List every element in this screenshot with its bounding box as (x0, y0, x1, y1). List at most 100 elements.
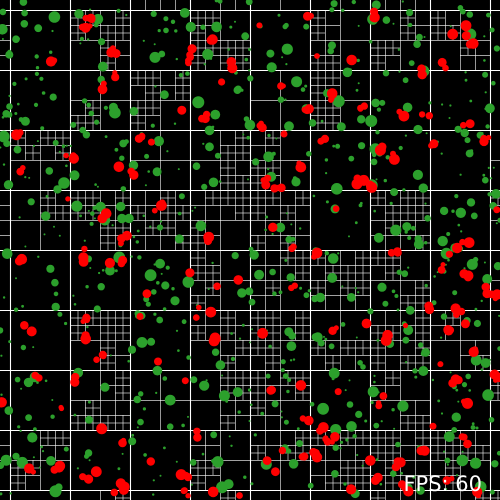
green-particle (232, 387, 243, 398)
green-particle (181, 423, 185, 428)
green-particle (69, 170, 80, 181)
green-particle (248, 420, 251, 422)
red-particle (395, 457, 406, 468)
green-particle (162, 376, 168, 381)
green-particle (63, 446, 69, 452)
green-particle (299, 286, 303, 290)
red-particle (261, 180, 271, 190)
red-particle (35, 374, 43, 382)
green-particle (144, 184, 147, 187)
green-particle (400, 471, 403, 475)
green-particle (375, 458, 379, 461)
red-particle (206, 35, 216, 45)
green-particle (488, 417, 495, 423)
green-particle (456, 454, 469, 467)
green-particle (341, 8, 345, 12)
green-particle (397, 400, 409, 412)
green-particle (480, 299, 483, 303)
red-particle (461, 31, 471, 41)
green-particle (440, 412, 444, 415)
green-particle (497, 346, 500, 351)
green-particle (108, 102, 118, 112)
green-particle (194, 206, 197, 209)
green-particle (306, 151, 312, 157)
green-particle (449, 104, 452, 107)
red-particle (256, 22, 263, 29)
green-particle (376, 339, 380, 342)
red-particle (366, 181, 378, 193)
green-particle (46, 456, 56, 466)
green-particle (437, 399, 441, 403)
green-particle (248, 341, 251, 344)
red-particle (295, 163, 304, 172)
green-particle (69, 144, 72, 147)
green-particle (12, 452, 20, 460)
green-particle (324, 158, 329, 162)
green-particle (9, 492, 12, 495)
green-particle (142, 407, 146, 411)
green-particle (202, 48, 214, 60)
green-particle (300, 87, 306, 92)
red-particle (262, 456, 272, 465)
green-particle (124, 213, 134, 224)
green-particle (354, 287, 357, 290)
green-particle (444, 457, 451, 464)
green-particle (178, 193, 185, 200)
red-particle (460, 433, 468, 441)
green-particle (20, 387, 23, 390)
green-particle (177, 211, 182, 216)
red-particle (84, 474, 94, 484)
green-particle (290, 236, 296, 242)
green-particle (390, 188, 399, 197)
green-particle (265, 215, 269, 219)
green-particle (307, 289, 311, 293)
green-particle (339, 447, 342, 450)
green-particle (356, 453, 359, 457)
green-particle (394, 294, 399, 298)
green-particle (170, 296, 180, 306)
red-particle (442, 64, 449, 72)
green-particle (402, 77, 409, 84)
red-particle (236, 492, 243, 499)
green-particle (153, 263, 156, 266)
green-particle (483, 35, 486, 38)
red-particle (442, 476, 452, 485)
green-particle (289, 359, 293, 362)
green-particle (267, 167, 270, 171)
green-particle (398, 70, 401, 73)
green-particle (98, 271, 101, 275)
red-particle (398, 110, 410, 122)
green-particle (37, 255, 40, 258)
green-particle (367, 308, 374, 315)
green-particle (83, 239, 86, 242)
red-particle (320, 134, 330, 143)
green-particle (345, 438, 349, 442)
red-particle (196, 304, 202, 311)
green-particle (402, 188, 406, 192)
red-particle (481, 282, 491, 292)
green-particle (490, 177, 493, 180)
green-particle (199, 380, 210, 391)
green-particle (40, 445, 43, 449)
red-particle (346, 54, 358, 66)
green-particle (307, 482, 314, 489)
red-particle (445, 250, 453, 258)
green-particle (0, 130, 10, 143)
green-particle (377, 236, 381, 240)
red-particle (389, 154, 400, 165)
green-particle (396, 308, 400, 312)
green-particle (486, 12, 491, 18)
green-particle (200, 24, 206, 30)
green-particle (40, 126, 45, 131)
red-particle (267, 385, 277, 395)
green-particle (253, 433, 257, 437)
green-particle (443, 431, 455, 442)
red-particle (193, 433, 202, 442)
green-particle (466, 198, 476, 207)
green-particle (424, 202, 427, 205)
green-particle (418, 342, 424, 348)
green-particle (330, 424, 342, 436)
green-particle (446, 232, 451, 236)
